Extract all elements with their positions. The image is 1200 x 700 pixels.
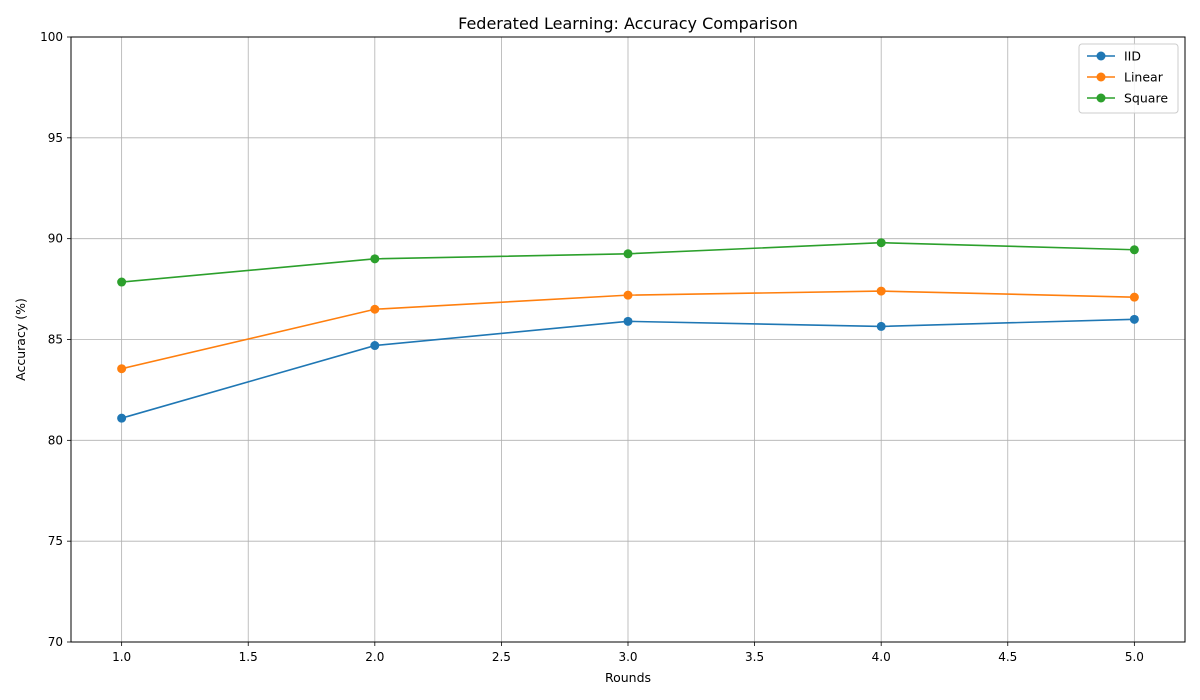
legend: IID Linear Square — [1078, 43, 1179, 114]
legend-label: IID — [1124, 49, 1141, 64]
y-tick-label: 100 — [40, 30, 63, 44]
series-group — [117, 238, 1139, 423]
data-point — [117, 277, 127, 287]
data-point — [370, 341, 380, 351]
y-tick-label: 90 — [48, 232, 63, 246]
x-tick-label: 2.5 — [492, 650, 511, 664]
y-tick-label: 75 — [48, 534, 63, 548]
series-square — [117, 238, 1139, 287]
data-point — [876, 238, 886, 248]
series-iid — [117, 314, 1139, 423]
data-point — [117, 413, 127, 423]
series-linear — [117, 286, 1139, 374]
y-tick-label: 70 — [48, 635, 63, 649]
legend-marker — [1096, 93, 1106, 103]
x-tick-label: 1.0 — [112, 650, 131, 664]
data-point — [876, 286, 886, 296]
x-tick-label: 4.5 — [998, 650, 1017, 664]
legend-marker — [1096, 72, 1106, 82]
data-point — [623, 316, 633, 326]
data-point — [623, 249, 633, 259]
data-point — [1129, 292, 1139, 302]
data-point — [117, 364, 127, 374]
legend-item-square: Square — [1087, 91, 1168, 106]
y-axis-label: Accuracy (%) — [13, 298, 28, 381]
x-tick-label: 3.5 — [745, 650, 764, 664]
legend-item-iid: IID — [1087, 49, 1141, 64]
x-axis-label: Rounds — [605, 670, 651, 685]
x-tick-label: 4.0 — [872, 650, 891, 664]
x-tick-label: 2.0 — [365, 650, 384, 664]
legend-item-linear: Linear — [1087, 70, 1164, 85]
data-point — [370, 254, 380, 264]
data-point — [623, 290, 633, 300]
x-tick-label: 1.5 — [239, 650, 258, 664]
data-point — [876, 321, 886, 331]
data-point — [1129, 314, 1139, 324]
y-tick-label: 80 — [48, 433, 63, 447]
y-tick-label: 95 — [48, 131, 63, 145]
grid — [71, 36, 1185, 643]
data-point — [370, 304, 380, 314]
y-tick-label: 85 — [48, 333, 63, 347]
legend-label: Square — [1124, 91, 1168, 106]
data-point — [1129, 245, 1139, 255]
legend-label: Linear — [1124, 70, 1164, 85]
chart-title: Federated Learning: Accuracy Comparison — [458, 14, 798, 33]
x-tick-label: 5.0 — [1125, 650, 1144, 664]
axis-ticks: 1.0 1.5 2.0 2.5 3.0 3.5 4.0 4.5 5.0 70 75 80 85 90 95 1… — [40, 30, 1144, 664]
x-tick-label: 3.0 — [618, 650, 637, 664]
legend-marker — [1096, 51, 1106, 61]
